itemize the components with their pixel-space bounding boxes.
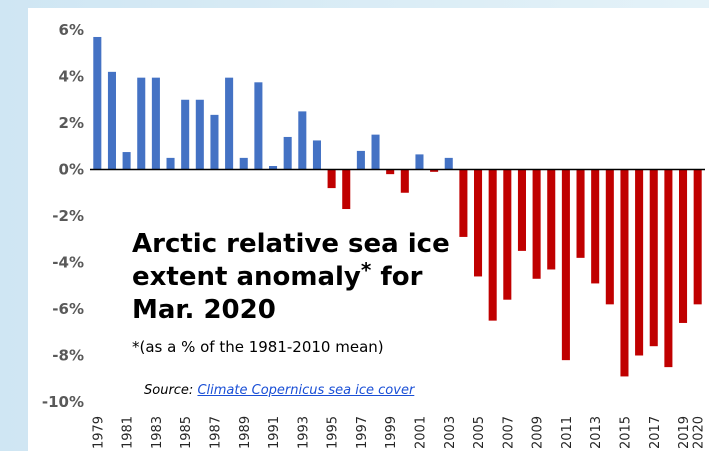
bar-2001: [415, 154, 424, 170]
y-tick-label: 0%: [59, 161, 84, 179]
bar-1988: [225, 77, 234, 170]
y-tick-label: 4%: [59, 68, 84, 86]
x-tick-label: 2011: [560, 416, 575, 449]
x-tick-label: 1995: [326, 416, 341, 449]
x-tick-label: 1985: [179, 416, 194, 449]
x-tick-label: 1983: [150, 416, 165, 449]
bar-1999: [386, 169, 395, 175]
x-tick-label: 1991: [267, 416, 282, 449]
y-tick-label: -8%: [52, 347, 84, 365]
x-tick-label: 2003: [443, 416, 458, 449]
bar-1995: [327, 169, 336, 189]
bar-2017: [649, 169, 658, 347]
bar-1990: [254, 82, 263, 170]
x-tick-label: 2015: [618, 416, 633, 449]
bar-1986: [195, 99, 204, 170]
bar-2000: [400, 169, 409, 193]
footnote: *(as a % of the 1981-2010 mean): [132, 338, 384, 356]
title-line-2: extent anomaly: [132, 262, 361, 292]
x-tick-label: 2020: [692, 416, 707, 449]
bar-1994: [312, 140, 321, 170]
bar-1985: [181, 99, 190, 170]
bar-2013: [591, 169, 600, 284]
title-line-3: Mar. 2020: [132, 295, 276, 325]
y-tick-label: -10%: [42, 393, 84, 411]
x-tick-label: 2019: [677, 416, 692, 449]
bar-chart: 6% 4% 2% 0% -2% -4% -6% -8% -10% 1979 1981 1983 198…: [42, 21, 707, 449]
chart-panel: 6% 4% 2% 0% -2% -4% -6% -8% -10% 1979 1981 1983 198…: [28, 8, 709, 451]
x-tick-label: 1993: [296, 416, 311, 449]
bar-1992: [283, 136, 292, 170]
title-asterisk: *: [360, 258, 372, 282]
bar-2011: [561, 169, 570, 361]
bar-1984: [166, 157, 175, 170]
bar-2014: [605, 169, 614, 305]
y-axis: 6% 4% 2% 0% -2% -4% -6% -8% -10%: [42, 21, 84, 411]
x-tick-label: 1997: [355, 416, 370, 449]
bar-2007: [503, 169, 512, 300]
bar-2019: [679, 169, 688, 323]
y-tick-label: 2%: [59, 114, 84, 132]
bar-2015: [620, 169, 629, 377]
bar-2009: [532, 169, 541, 279]
bar-2018: [664, 169, 673, 368]
x-tick-label: 2007: [501, 416, 516, 449]
bar-1998: [371, 134, 380, 170]
x-tick-label: 2017: [648, 416, 663, 449]
bar-2004: [459, 169, 468, 237]
bar-2008: [517, 169, 526, 251]
x-tick-label: 2001: [413, 416, 428, 449]
bar-1980: [107, 71, 116, 170]
title-line-1: Arctic relative sea ice: [132, 229, 450, 259]
bar-2020: [693, 169, 702, 305]
bar-2006: [488, 169, 497, 321]
y-tick-label: 6%: [59, 21, 84, 39]
bar-1997: [356, 150, 365, 170]
bar-1987: [210, 114, 219, 170]
source-link[interactable]: Climate Copernicus sea ice cover: [197, 383, 415, 398]
bars: [93, 36, 702, 377]
source-line: Source: Climate Copernicus sea ice cover: [144, 383, 414, 398]
bar-1981: [122, 152, 131, 170]
bar-1993: [298, 111, 307, 170]
x-tick-label: 1981: [121, 416, 136, 449]
chart-title: Arctic relative sea ice extent anomaly* …: [132, 228, 492, 327]
bar-2010: [547, 169, 556, 270]
bar-2005: [474, 169, 483, 277]
x-tick-label: 2005: [472, 416, 487, 449]
y-tick-label: -2%: [52, 207, 84, 225]
bar-2002: [430, 169, 439, 172]
bar-1989: [239, 157, 248, 170]
x-tick-label: 1989: [238, 416, 253, 449]
x-tick-label: 1999: [384, 416, 399, 449]
x-tick-label: 2009: [531, 416, 546, 449]
x-tick-label: 1987: [208, 416, 223, 449]
bar-1996: [342, 169, 351, 210]
x-tick-label: 2013: [589, 416, 604, 449]
bar-1983: [151, 77, 160, 170]
source-label: Source:: [144, 383, 194, 398]
bar-2012: [576, 169, 585, 258]
x-tick-label: 1979: [91, 416, 106, 449]
bar-1979: [93, 36, 102, 170]
title-line-2-suffix: for: [371, 262, 423, 292]
bar-2003: [444, 157, 453, 170]
x-axis: 1979 1981 1983 1985 1987 1989 1991 1993 1995 1997…: [91, 416, 706, 449]
bar-1982: [137, 77, 146, 170]
bar-2016: [635, 169, 644, 356]
y-tick-label: -6%: [52, 300, 84, 318]
y-tick-label: -4%: [52, 254, 84, 272]
bar-1991: [269, 166, 278, 170]
